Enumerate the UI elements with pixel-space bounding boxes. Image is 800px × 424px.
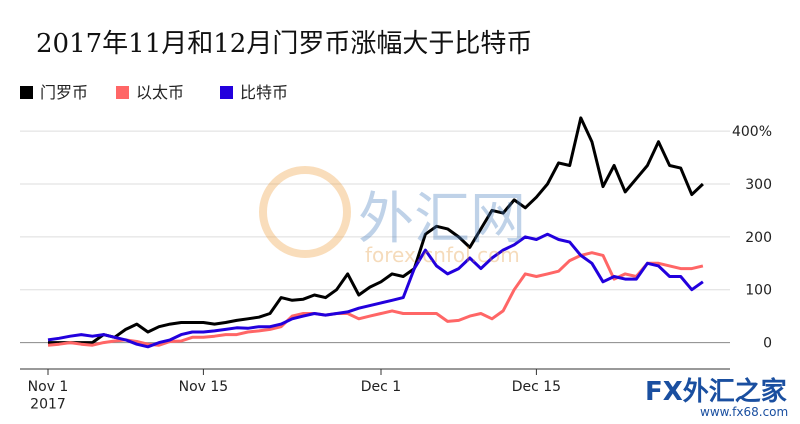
x-tick-label: Nov 15	[179, 379, 229, 395]
y-tick-label: 100	[745, 283, 772, 299]
watermark-text: www.fx68.com	[700, 405, 788, 419]
watermark-bg	[640, 370, 800, 420]
x-tick-label: Nov 1 2017	[28, 379, 69, 413]
y-tick-label: 0	[763, 336, 772, 352]
legend-label: 门罗币	[40, 83, 88, 102]
y-tick-label: 400%	[732, 124, 772, 140]
x-tick-label: Dec 1	[361, 379, 401, 395]
lines	[47, 116, 704, 349]
x-tick-label: Dec 15	[512, 379, 561, 395]
legend-label: 比特币	[240, 83, 288, 102]
series-line	[48, 116, 704, 345]
grid: 0 100 200 300 400%	[20, 124, 772, 352]
legend-swatch	[20, 86, 33, 99]
y-tick-label: 300	[745, 177, 772, 193]
series-line	[47, 232, 704, 349]
y-tick-label: 200	[745, 230, 772, 246]
watermark-text: forex.cnfol.com	[365, 243, 520, 267]
watermark-text: FX外汇之家	[645, 376, 787, 407]
watermark-text: 外汇网	[358, 187, 526, 252]
chart-title: 2017年11月和12月门罗币涨幅大于比特币	[36, 29, 532, 59]
x-axis: Nov 1 2017 Nov 15 Dec 1 Dec 15	[20, 368, 730, 413]
legend-swatch	[116, 86, 129, 99]
series-line	[47, 251, 704, 347]
legend-label: 以太币	[136, 83, 184, 102]
legend: 门罗币 以太币 比特币	[20, 83, 288, 102]
legend-swatch	[220, 86, 233, 99]
watermark-logo	[259, 166, 351, 258]
